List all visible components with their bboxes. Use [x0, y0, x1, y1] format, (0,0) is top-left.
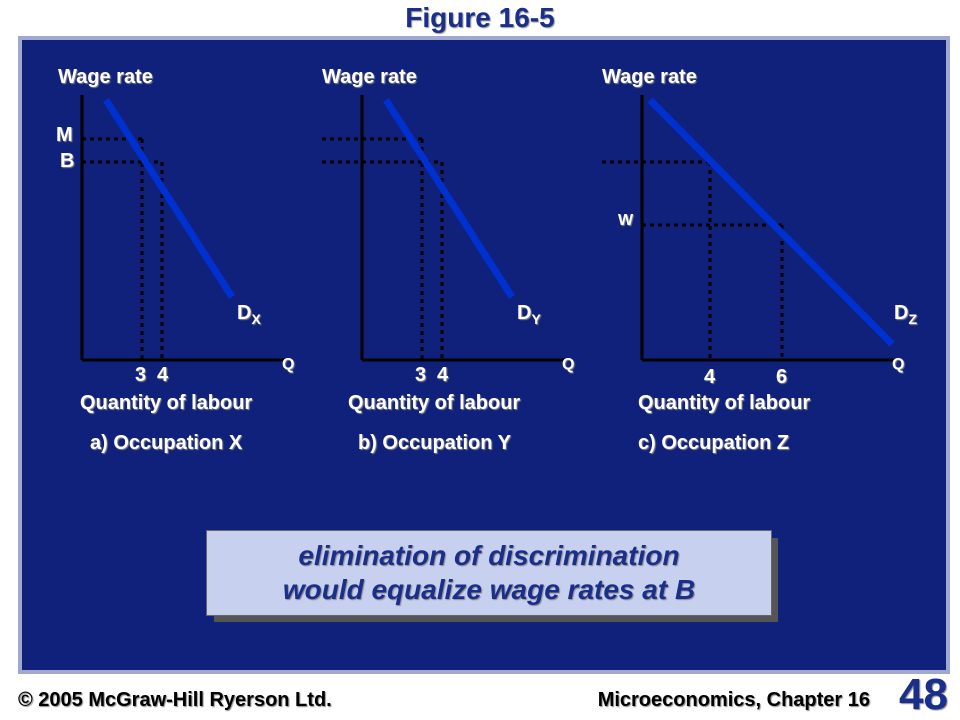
xlabel-z: Quantity of labour: [638, 392, 810, 415]
q-x: Q: [282, 356, 294, 374]
ylabel-y: Wage rate: [322, 66, 417, 89]
caption-y: b) Occupation Y: [358, 432, 511, 455]
tick-z-1: 4: [704, 366, 715, 389]
label-m: M: [56, 124, 73, 147]
xlabel-x: Quantity of labour: [80, 392, 252, 415]
callout: elimination of discrimination would equa…: [206, 530, 776, 620]
chart-panel: Wage rate Wage rate Wage rate M B W 3 4 …: [18, 36, 950, 674]
demand-label-x: DX: [237, 302, 261, 327]
caption-x: a) Occupation X: [90, 432, 242, 455]
caption-z: c) Occupation Z: [638, 432, 789, 455]
q-z: Q: [892, 356, 904, 374]
callout-box: elimination of discrimination would equa…: [206, 530, 772, 616]
callout-text: elimination of discrimination would equa…: [283, 539, 695, 606]
xlabel-y: Quantity of labour: [348, 392, 520, 415]
chart-z: [602, 95, 902, 360]
chart-x: [42, 70, 312, 390]
tick-x-1: 3: [135, 364, 146, 387]
tick-y-1: 3: [415, 364, 426, 387]
tick-z-2: 6: [776, 366, 787, 389]
q-y: Q: [562, 356, 574, 374]
demand-label-y: DY: [517, 302, 541, 327]
ylabel-x: Wage rate: [58, 66, 153, 89]
tick-x-2: 4: [157, 364, 168, 387]
label-b: B: [60, 150, 74, 173]
page-number: 48: [899, 670, 948, 720]
figure-title: Figure 16-5: [0, 0, 960, 34]
charts-svg: [22, 40, 946, 500]
label-w: W: [618, 212, 633, 230]
footer-copyright: © 2005 McGraw-Hill Ryerson Ltd.: [18, 689, 332, 712]
slide: Figure 16-5: [0, 0, 960, 720]
tick-y-2: 4: [437, 364, 448, 387]
ylabel-z: Wage rate: [602, 66, 697, 89]
demand-label-z: DZ: [894, 302, 917, 327]
footer-chapter: Microeconomics, Chapter 16: [598, 689, 870, 712]
